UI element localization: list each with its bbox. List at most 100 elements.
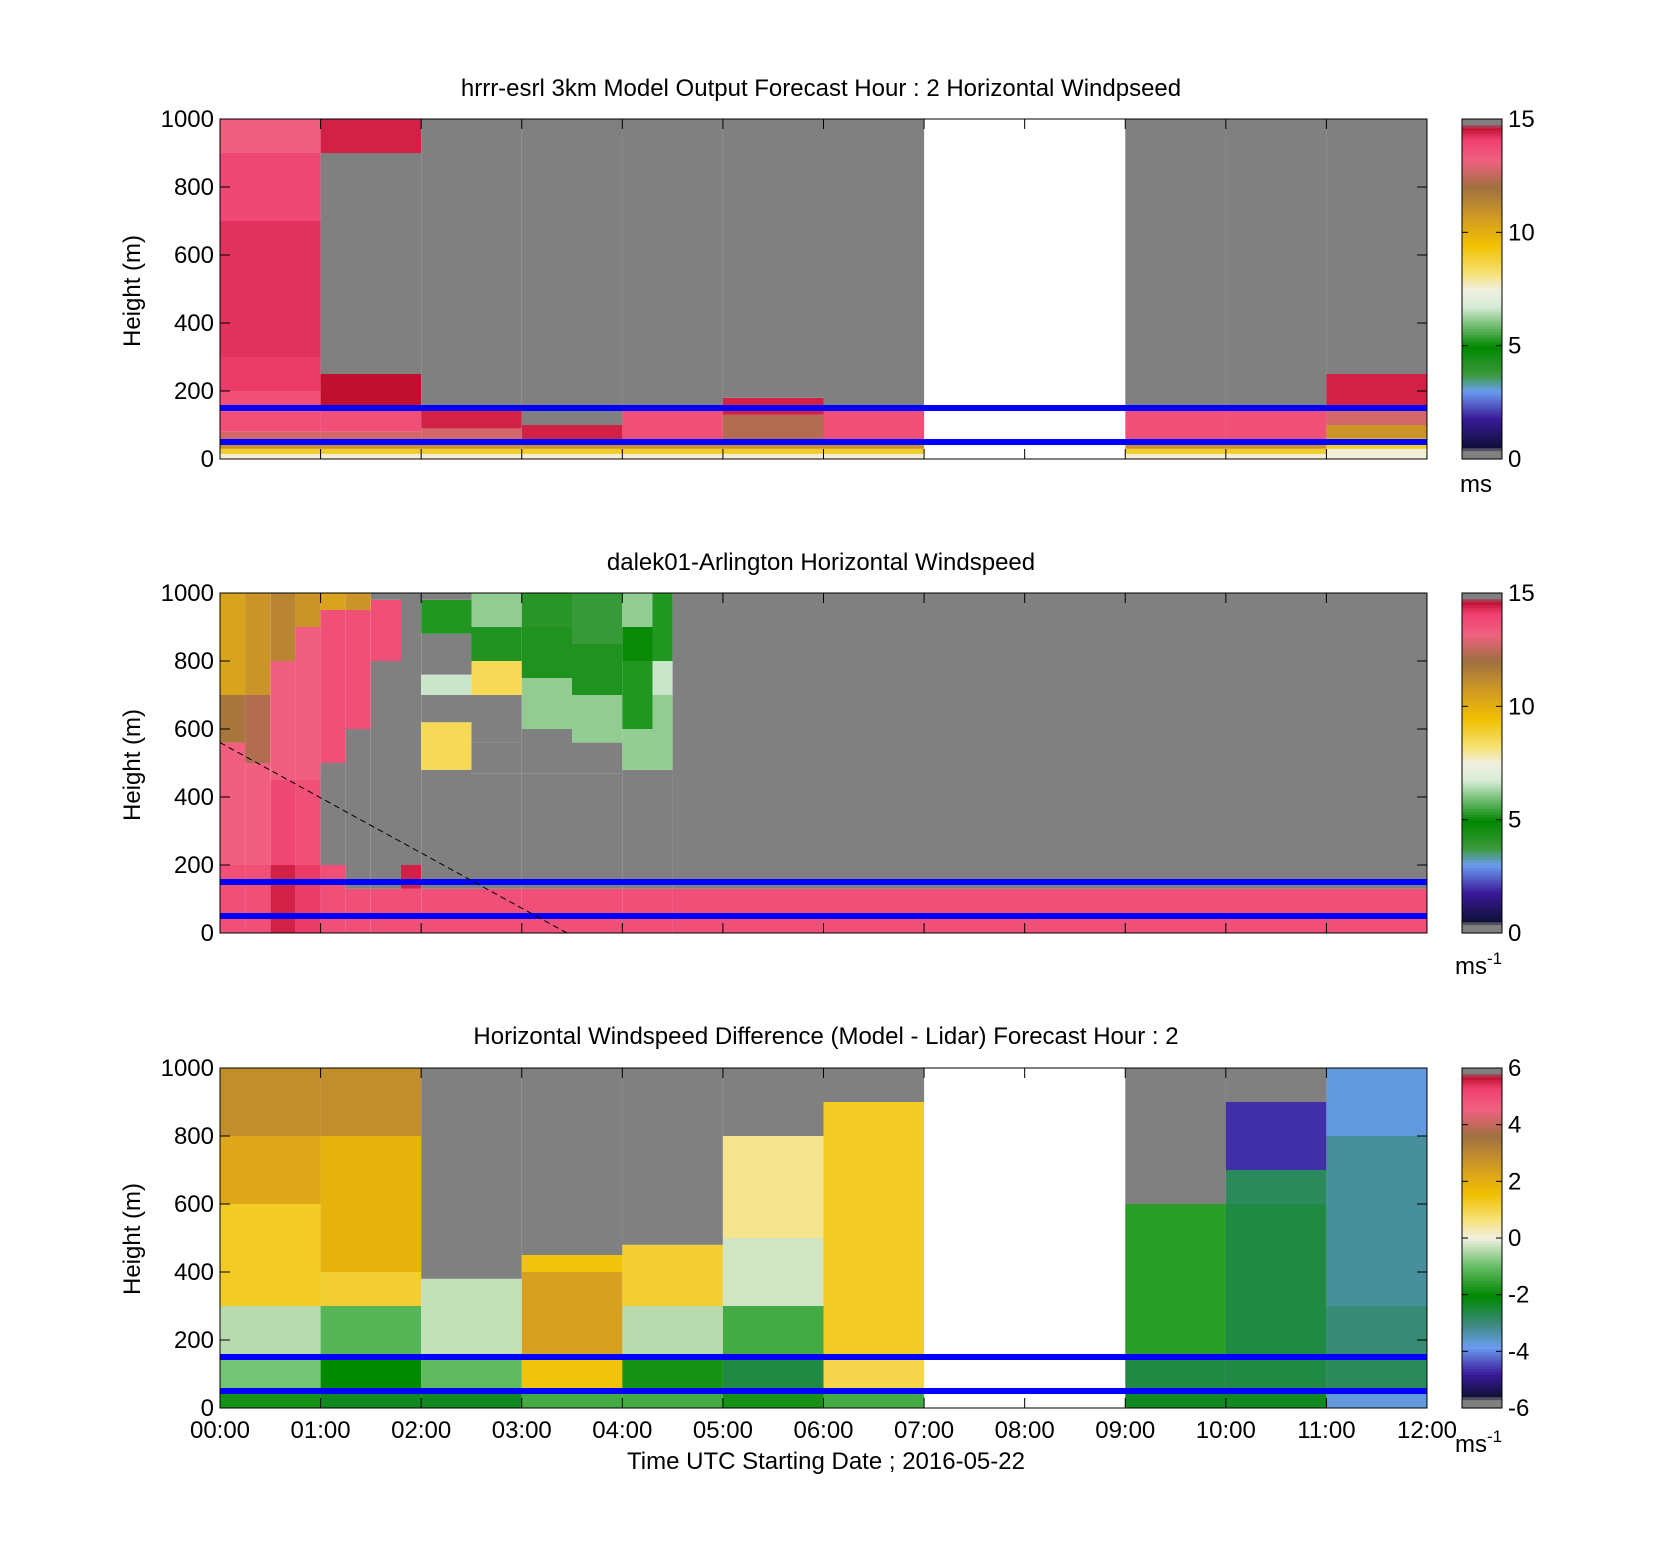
heatmap-cell bbox=[421, 593, 472, 600]
heatmap-cell bbox=[220, 431, 321, 442]
y-tick-label: 600 bbox=[174, 1191, 214, 1218]
panel-difference-xticks bbox=[219, 1068, 1428, 1408]
colorbar-segment bbox=[1462, 1090, 1502, 1095]
colorbar-segment bbox=[1462, 689, 1502, 693]
colorbar-segment bbox=[1462, 1107, 1502, 1112]
colorbar-segment bbox=[1462, 1291, 1502, 1296]
colorbar-segment bbox=[1462, 249, 1502, 253]
heatmap-cell bbox=[622, 627, 653, 661]
x-tick-label: 12:00 bbox=[1397, 1417, 1457, 1444]
colorbar-segment bbox=[1462, 263, 1502, 267]
colorbar-segment bbox=[1462, 658, 1502, 662]
x-tick-label: 06:00 bbox=[793, 1417, 853, 1444]
heatmap-cell bbox=[421, 888, 472, 933]
heatmap-cell bbox=[1326, 425, 1427, 439]
colorbar-segment bbox=[1462, 274, 1502, 279]
heatmap-cell bbox=[320, 1136, 422, 1272]
colorbar-segment bbox=[1462, 212, 1502, 216]
heatmap-cell bbox=[320, 448, 422, 454]
colorbar-segment bbox=[1462, 1280, 1502, 1284]
heatmap-cell bbox=[295, 593, 321, 627]
y-tick-label: 1000 bbox=[161, 580, 214, 607]
colorbar-segment bbox=[1462, 297, 1502, 301]
colorbar-segment bbox=[1462, 1272, 1502, 1276]
colorbar-segment bbox=[1462, 1082, 1502, 1086]
heatmap-cell bbox=[245, 763, 271, 865]
heatmap-cell bbox=[722, 1357, 824, 1391]
heatmap-cell bbox=[220, 1204, 321, 1306]
colorbar-segment bbox=[1462, 1306, 1502, 1310]
heatmap-cell bbox=[345, 610, 371, 729]
colorbar-tick-label: 0 bbox=[1508, 920, 1521, 947]
heatmap-cell bbox=[1125, 408, 1226, 442]
heatmap-cell bbox=[1125, 1391, 1226, 1408]
heatmap-cell bbox=[1125, 448, 1226, 454]
colorbar-segment bbox=[1462, 1093, 1502, 1097]
colorbar-segment bbox=[1462, 1289, 1502, 1293]
colorbar-segment bbox=[1462, 283, 1502, 287]
colorbar-segment bbox=[1462, 155, 1502, 160]
colorbar-segment bbox=[1462, 678, 1502, 682]
colorbar-segment bbox=[1462, 686, 1502, 690]
colorbar-segment bbox=[1462, 836, 1502, 841]
heatmap-cell bbox=[521, 453, 623, 459]
y-tick-label: 200 bbox=[174, 852, 214, 879]
colorbar-segment bbox=[1462, 1235, 1502, 1239]
colorbar-segment bbox=[1462, 357, 1502, 361]
heatmap-cell bbox=[320, 593, 346, 610]
heatmap-cell bbox=[320, 1272, 422, 1306]
heatmap-cell bbox=[421, 769, 472, 889]
colorbar-segment bbox=[1462, 136, 1502, 140]
colorbar-frame bbox=[1461, 118, 1503, 460]
heatmap-cell bbox=[421, 119, 522, 408]
colorbar-segment bbox=[1462, 916, 1502, 920]
colorbar-segment bbox=[1462, 325, 1502, 330]
heatmap-cell bbox=[572, 742, 623, 774]
panel-model-reflines bbox=[220, 405, 1427, 445]
heatmap-cell bbox=[220, 1306, 321, 1357]
colorbar-segment bbox=[1462, 1320, 1502, 1324]
x-tick-label: 01:00 bbox=[291, 1417, 351, 1444]
heatmap-cell bbox=[652, 769, 673, 889]
colorbar-segment bbox=[1462, 850, 1502, 855]
colorbar-segment bbox=[1462, 388, 1502, 392]
heatmap-cell bbox=[521, 425, 623, 442]
colorbar-segment bbox=[1462, 252, 1502, 256]
y-tick-label: 200 bbox=[174, 1327, 214, 1354]
colorbar-segment bbox=[1462, 703, 1502, 707]
heatmap-cell bbox=[320, 453, 422, 459]
y-tick-label: 400 bbox=[174, 784, 214, 811]
colorbar-segment bbox=[1462, 201, 1502, 205]
colorbar-segment bbox=[1462, 1243, 1502, 1248]
x-tick-label: 00:00 bbox=[190, 1417, 250, 1444]
panel-model-colorbar: 0 5 10 15 bbox=[1461, 106, 1535, 473]
heatmap-cell bbox=[270, 780, 296, 865]
heatmap-cell bbox=[622, 1068, 723, 1245]
colorbar-segment bbox=[1462, 456, 1502, 460]
colorbar-segment bbox=[1462, 1127, 1502, 1131]
colorbar-segment bbox=[1462, 751, 1502, 756]
colorbar-tick-label: 15 bbox=[1508, 106, 1535, 133]
heatmap-cell bbox=[652, 888, 673, 933]
colorbar-segment bbox=[1462, 1178, 1502, 1182]
x-tick-label: 07:00 bbox=[894, 1417, 954, 1444]
colorbar-segment bbox=[1462, 362, 1502, 367]
heatmap-cell bbox=[622, 661, 653, 729]
colorbar-segment bbox=[1462, 669, 1502, 673]
colorbar-segment bbox=[1462, 1218, 1502, 1222]
colorbar-segment bbox=[1462, 286, 1502, 290]
panel-difference-colorbar: -6 -4 -2 0 2 4 6 bbox=[1461, 1055, 1529, 1422]
panel-difference-cells bbox=[220, 1068, 1427, 1408]
heatmap-cell bbox=[421, 408, 522, 429]
colorbar-segment bbox=[1462, 604, 1502, 608]
colorbar-segment bbox=[1462, 649, 1502, 654]
heatmap-cell bbox=[1225, 1068, 1327, 1102]
colorbar-segment bbox=[1462, 368, 1502, 372]
colorbar-segment bbox=[1462, 774, 1502, 778]
colorbar-segment bbox=[1462, 1085, 1502, 1089]
colorbar-segment bbox=[1462, 1096, 1502, 1100]
panel-lidar-cells bbox=[220, 593, 1427, 933]
heatmap-cell bbox=[652, 593, 673, 661]
colorbar-segment bbox=[1462, 257, 1502, 262]
panel-difference-ylabel: Height (m) bbox=[119, 1183, 146, 1295]
